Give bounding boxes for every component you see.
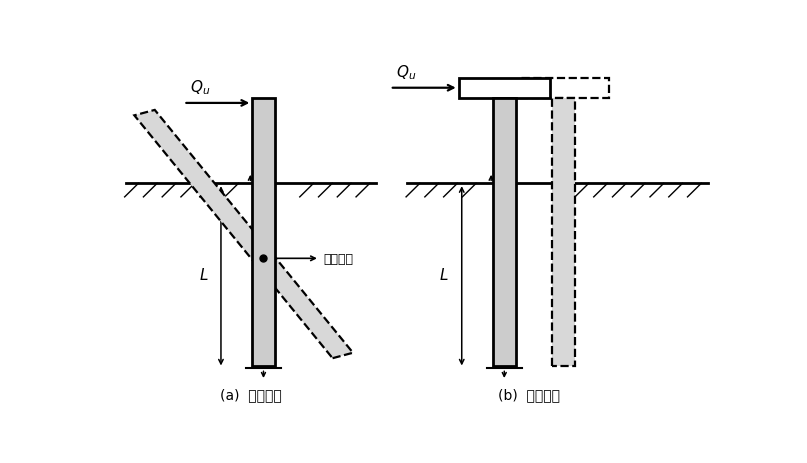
Polygon shape [458,79,550,98]
Text: $L$: $L$ [440,267,449,283]
Polygon shape [134,111,353,358]
Polygon shape [253,98,274,366]
Text: $L$: $L$ [199,267,208,283]
Polygon shape [553,98,575,366]
Polygon shape [493,98,516,366]
Text: (a)  두부자유: (a) 두부자유 [220,388,282,401]
Polygon shape [518,79,609,98]
Text: $Q_u$: $Q_u$ [190,79,210,97]
Text: (b)  두부구속: (b) 두부구속 [498,388,560,401]
Text: $Q_u$: $Q_u$ [396,63,416,82]
Text: 회전중심: 회전중심 [323,252,353,265]
